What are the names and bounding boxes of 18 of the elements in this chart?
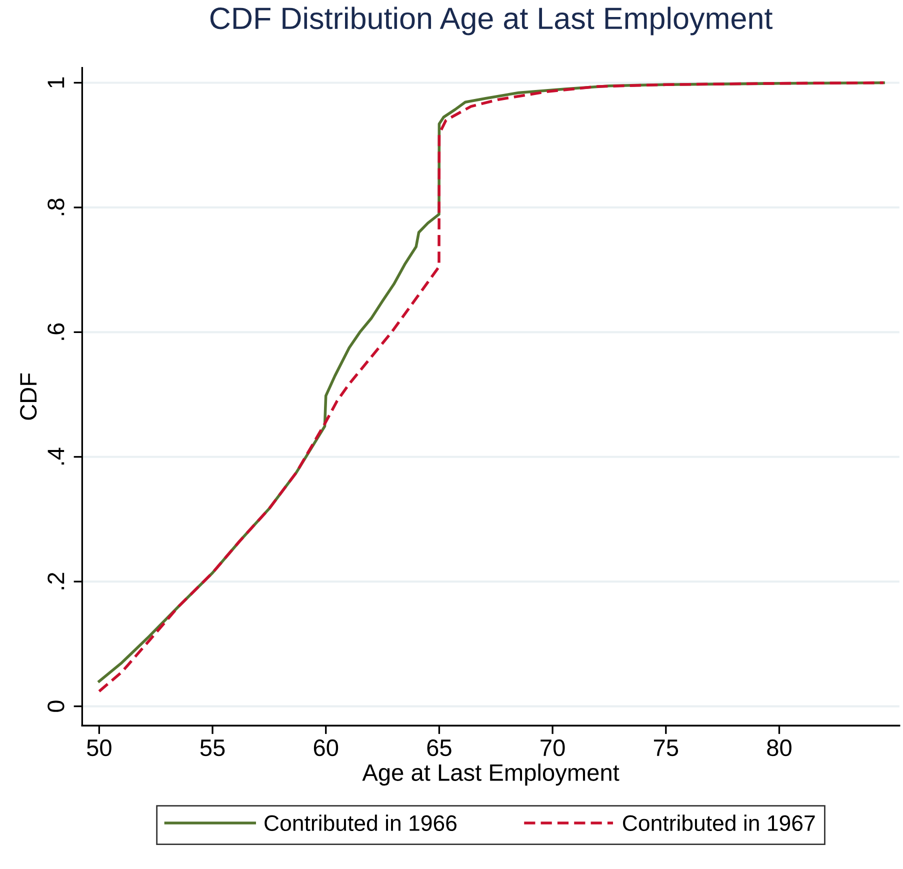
x-tick-label: 80 [767, 739, 792, 756]
y-tick-label: 1 [48, 77, 64, 88]
chart-title: CDF Distribution Age at Last Employment [210, 6, 772, 36]
x-tick-label: 60 [314, 739, 338, 756]
x-tick-label: 50 [86, 739, 112, 756]
y-axis-title: CDF [20, 373, 37, 420]
x-tick-label: 70 [540, 739, 565, 756]
y-tick-label: 0 [48, 700, 64, 712]
y-tick-label: .2 [48, 572, 64, 590]
y-tick-label: .6 [48, 323, 64, 340]
x-tick-label: 55 [200, 740, 225, 756]
x-tick-label: 75 [654, 740, 678, 756]
y-tick-label: .8 [48, 198, 64, 216]
y-tick-label: .4 [48, 448, 64, 465]
x-axis-title: Age at Last Employment [362, 764, 620, 786]
legend-label: Contributed in 1966 [264, 814, 456, 832]
legend-label: Contributed in 1967 [623, 814, 815, 832]
x-tick-label: 65 [427, 739, 452, 756]
